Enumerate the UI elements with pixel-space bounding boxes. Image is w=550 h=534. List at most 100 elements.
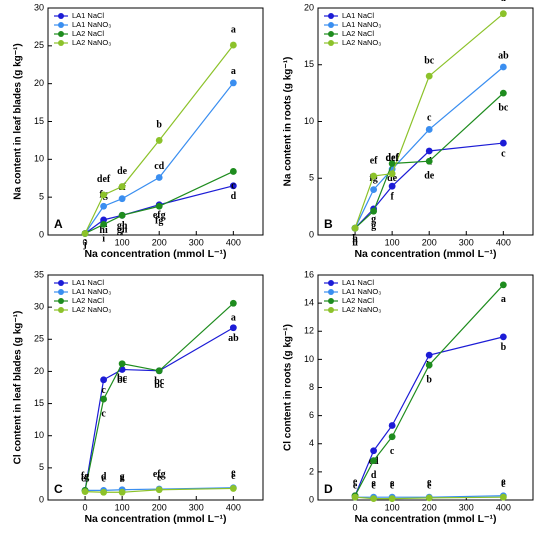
legend-label: LA2 NaCl [342,296,374,305]
data-point [155,367,163,375]
significance-letter: i [102,234,105,245]
legend-label: LA2 NaCl [72,29,104,38]
significance-letter: b [426,374,432,385]
data-point [155,486,163,494]
y-tick-label: 2 [309,466,314,476]
y-tick-label: 35 [34,269,44,279]
data-point [499,89,507,97]
significance-letter: h [352,233,358,244]
significance-letter: e [371,480,376,491]
significance-letter: def [385,153,399,164]
legend-marker [328,13,334,19]
significance-letter: j [82,239,86,250]
significance-letter: c [501,148,506,159]
x-axis-label: Na concentration (mmol L⁻¹) [354,513,496,525]
legend-marker [328,280,334,286]
legend-marker [58,13,64,19]
legend-label: LA1 NaNO₃ [342,287,381,296]
legend-marker [58,298,64,304]
data-point [499,333,507,341]
data-point [499,139,507,147]
data-point [425,361,433,369]
significance-letter: cd [154,161,164,172]
y-tick-label: 0 [39,229,44,239]
legend-marker [328,22,334,28]
y-axis-label: Na content in leaf blades (g kg⁻¹) [13,43,24,199]
data-point [118,488,126,496]
legend-label: LA2 NaCl [72,296,104,305]
significance-letter: c [390,446,395,457]
significance-letter: e [501,476,506,487]
x-axis-label: Na concentration (mmol L⁻¹) [84,248,226,260]
data-point [100,202,108,210]
data-point [100,488,108,496]
panel-label: C [54,482,63,496]
series-line [84,302,234,491]
x-tick-label: 100 [115,502,130,512]
y-tick-label: 10 [34,154,44,164]
data-point [388,182,396,190]
data-point [425,147,433,155]
significance-letter: e [157,472,162,483]
x-tick-label: 400 [496,502,511,512]
legend-label: LA2 NaNO₃ [72,38,111,47]
x-tick-label: 200 [422,502,437,512]
significance-letter: bc [117,375,128,386]
x-tick-label: 300 [459,237,474,247]
x-tick-label: 100 [115,237,130,247]
significance-letter: e [501,479,506,490]
significance-letter: hi [99,225,108,236]
data-point [499,493,507,501]
x-tick-label: 300 [459,502,474,512]
y-tick-label: 0 [309,494,314,504]
data-point [425,72,433,80]
x-tick-label: 100 [385,502,400,512]
data-point [499,63,507,71]
data-point [388,433,396,441]
y-tick-label: 25 [34,334,44,344]
significance-letter: e [120,473,125,484]
data-point [370,495,378,502]
significance-letter: def [97,174,111,185]
significance-letter: e [231,468,236,479]
data-point [229,168,237,175]
significance-letter: e [427,477,432,488]
significance-letter: c [101,385,106,396]
data-point [100,376,108,384]
panel-label: B [324,217,333,231]
legend-label: LA1 NaCl [72,11,104,20]
y-tick-label: 15 [34,116,44,126]
y-tick-label: 6 [309,410,314,420]
y-tick-label: 14 [304,298,314,308]
significance-letter: a [231,24,236,35]
significance-letter: d [371,470,377,481]
x-tick-label: 200 [152,502,167,512]
data-point [388,495,396,502]
y-tick-label: 10 [304,116,314,126]
legend-marker [328,31,334,37]
significance-letter: b [501,342,507,353]
y-tick-label: 0 [309,229,314,239]
significance-letter: fg [81,471,89,482]
x-tick-label: 300 [189,502,204,512]
significance-letter: e [101,474,106,485]
data-point [425,351,433,359]
significance-letter: def [385,152,399,163]
data-point [118,211,126,219]
significance-letter: e [353,480,358,491]
data-point [499,281,507,289]
y-tick-label: 16 [304,269,314,279]
significance-letter: gh [117,221,128,232]
significance-letter: ab [498,50,509,61]
legend-label: LA1 NaCl [342,278,374,287]
data-point [118,183,126,190]
legend-label: LA1 NaCl [72,278,104,287]
x-axis-label: Na concentration (mmol L⁻¹) [354,248,496,260]
significance-letter: bc [424,55,435,66]
significance-letter: de [387,173,398,184]
legend-marker [328,298,334,304]
significance-letter: bc [154,376,165,387]
y-tick-label: 30 [34,302,44,312]
significance-letter: c [427,113,432,124]
